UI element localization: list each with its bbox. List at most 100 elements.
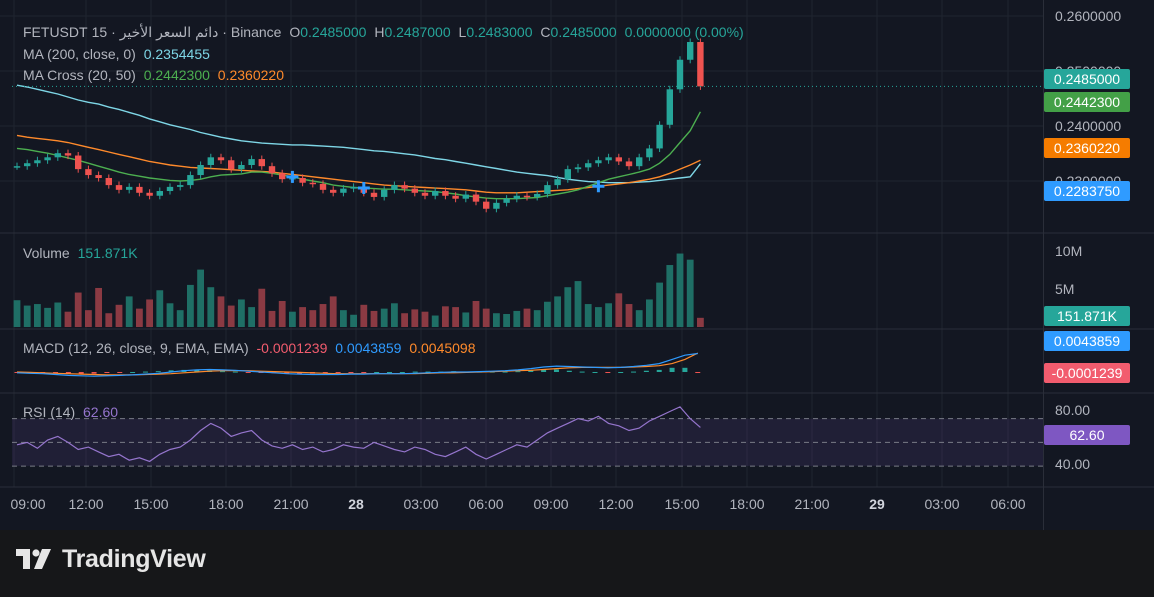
candle-body — [381, 189, 388, 197]
volume-bar — [64, 311, 72, 327]
rsi-line — [16, 406, 701, 463]
candle-body — [330, 189, 337, 193]
macd-hist-bar — [399, 372, 405, 373]
volume-bar — [482, 308, 490, 327]
macd-hist-bar — [335, 372, 341, 373]
volume-bar — [207, 287, 215, 327]
macd-hist-bar — [155, 371, 161, 373]
close-value: 0.2485000 — [550, 24, 617, 40]
volume-bar — [564, 287, 572, 327]
macd-hist-bar — [643, 370, 649, 372]
ma50-line — [16, 134, 701, 194]
macd-hist-bar — [515, 371, 521, 373]
close-label: C — [540, 24, 551, 40]
macd-hist-value: -0.0001239 — [256, 340, 328, 356]
macd-hist-bar — [618, 372, 624, 373]
time-label: 06:00 — [990, 496, 1026, 512]
macd-hist-bar — [53, 372, 59, 374]
volume-bar — [442, 306, 449, 327]
candle-body — [126, 186, 133, 190]
time-label: 18:00 — [208, 496, 244, 512]
macd-hist-bar — [695, 372, 701, 373]
candle-body — [462, 194, 469, 199]
macd-legend[interactable]: MACD (12, 26, close, 9, EMA, EMA) -0.000… — [23, 340, 480, 356]
low-value: 0.2483000 — [466, 24, 533, 40]
candle-body — [442, 191, 449, 196]
candle-body — [319, 183, 327, 190]
macd-hist-bar — [669, 367, 675, 372]
candle-body — [34, 160, 41, 164]
tradingview-logo-icon — [16, 549, 51, 569]
candle-body — [432, 191, 439, 196]
volume-bar — [472, 300, 480, 327]
low-label: L — [458, 24, 467, 40]
candle-body — [676, 59, 684, 90]
candle-body — [13, 166, 21, 168]
candle-body — [177, 185, 184, 187]
volume-legend[interactable]: Volume 151.871K — [23, 245, 142, 261]
high-value: 0.2487000 — [384, 24, 451, 40]
candle-body — [197, 164, 204, 176]
time-label: 03:00 — [924, 496, 960, 512]
macd-hist-bar — [245, 372, 251, 373]
candle-body — [472, 194, 480, 202]
candle-body — [228, 160, 235, 170]
rsi-value: 62.60 — [83, 404, 119, 420]
candle-body — [513, 195, 520, 199]
rsi-legend[interactable]: RSI (14) 62.60 — [23, 404, 122, 420]
candle-body — [268, 166, 276, 174]
rsi-tick: 80.00 — [1055, 402, 1091, 418]
volume-bar — [146, 299, 153, 327]
time-label: 03:00 — [403, 496, 439, 512]
macd-hist-bar — [348, 372, 354, 373]
volume-bar — [44, 307, 51, 327]
ma-cross-marker — [357, 182, 370, 195]
candle-body — [452, 195, 459, 199]
candle-body — [625, 161, 633, 167]
cross-price-badge: 0.2283750 — [1044, 181, 1130, 201]
candle-body — [156, 191, 163, 196]
candle-body — [64, 153, 72, 156]
candle-body — [503, 198, 510, 203]
volume-bar — [166, 303, 174, 327]
symbol-name: FETUSDT — [23, 24, 88, 40]
ma200-legend[interactable]: MA (200, close, 0) 0.2354455 — [23, 46, 214, 62]
candle-body — [391, 185, 398, 190]
volume-bar — [248, 307, 255, 327]
macd-signal-line — [16, 352, 699, 376]
ma20-badge: 0.2442300 — [1044, 92, 1130, 112]
macd-value: 0.0043859 — [335, 340, 402, 356]
candle-body — [585, 163, 592, 168]
ma-cross-legend[interactable]: MA Cross (20, 50) 0.2442300 0.2360220 — [23, 67, 288, 83]
volume-bar — [646, 299, 653, 327]
rsi-badge: 62.60 — [1044, 425, 1130, 445]
volume-bar — [156, 290, 164, 327]
volume-bar — [176, 310, 184, 327]
volume-bar — [370, 310, 378, 327]
candle-body — [299, 178, 306, 183]
candle-body — [370, 192, 378, 197]
open-value: 0.2485000 — [300, 24, 367, 40]
chart-plot[interactable] — [0, 0, 1154, 530]
volume-bar — [217, 296, 225, 327]
macd-hist-bar — [361, 372, 367, 373]
volume-bar — [513, 310, 521, 327]
macd-hist-bar — [386, 372, 392, 373]
candle-body — [187, 175, 194, 186]
macd-hist-bar — [194, 369, 200, 372]
candle-body — [646, 148, 653, 158]
candle-body — [534, 193, 541, 197]
volume-bar — [125, 296, 133, 327]
macd-hist-bar — [579, 371, 585, 373]
symbol-legend: FETUSDT 15 · دائم السعر الأخير · Binance O… — [23, 24, 748, 41]
volume-bar — [278, 300, 286, 327]
time-label: 15:00 — [664, 496, 700, 512]
volume-bar — [309, 310, 317, 327]
volume-bar — [105, 313, 113, 327]
macd-hist-bar — [425, 371, 431, 373]
price-tick: 0.2600000 — [1055, 8, 1122, 24]
candle-body — [309, 182, 316, 185]
candle-body — [615, 157, 622, 162]
time-label: 21:00 — [273, 496, 309, 512]
candle-body — [105, 178, 112, 186]
